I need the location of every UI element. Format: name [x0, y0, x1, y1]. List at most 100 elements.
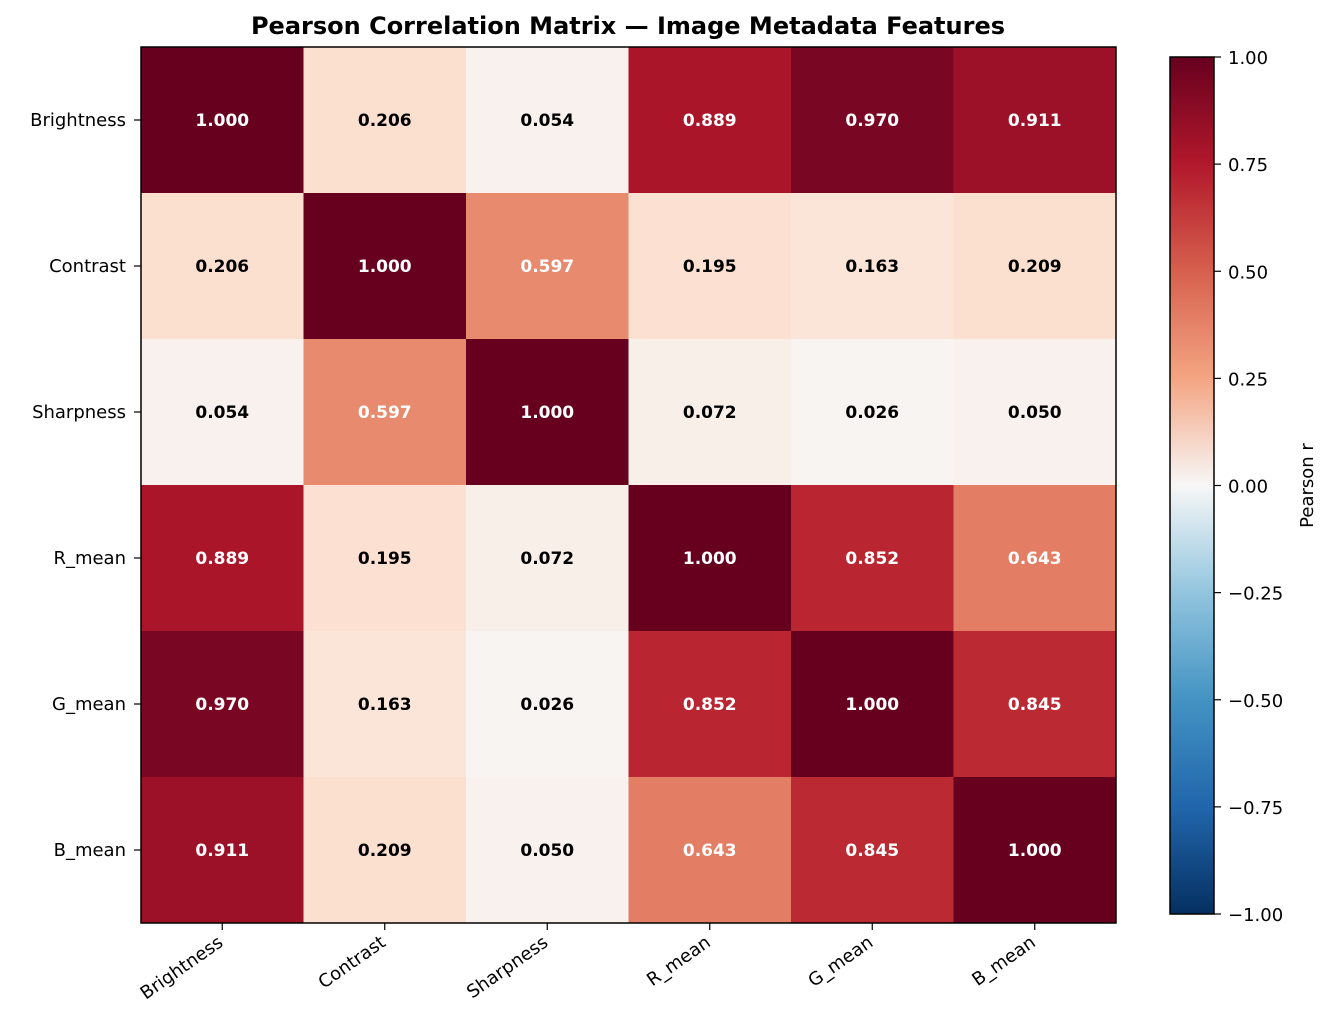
heatmap-cell-labels: 1.000 0.206 0.054 0.889 0.970 0.911 0.206 1.000… — [195, 111, 1061, 861]
heatmap-cell — [303, 193, 467, 340]
heatmap-cell-value: 0.852 — [683, 695, 737, 715]
heatmap-cell-value: 0.845 — [845, 841, 899, 861]
heatmap-cell — [953, 631, 1117, 778]
heatmap-cell — [303, 777, 467, 924]
heatmap-cell — [628, 485, 792, 632]
heatmap-cell-value: 1.000 — [358, 257, 412, 277]
colorbar: 1.00 0.75 0.50 0.25 0.00 −0.25 −0.50 −0.75 −1.00… — [1169, 48, 1318, 926]
colorbar-tick-label: 0.00 — [1228, 477, 1268, 498]
colorbar-tick-label: −0.50 — [1228, 691, 1283, 712]
plot-frame — [140, 46, 1117, 924]
heatmap-cell — [141, 631, 304, 778]
heatmap-cell-value: 0.072 — [683, 403, 737, 423]
heatmap-cell-value: 0.970 — [195, 695, 249, 715]
heatmap-cell — [953, 47, 1117, 194]
heatmap-cell — [303, 485, 467, 632]
heatmap-cell — [303, 47, 467, 194]
heatmap-cell-value: 1.000 — [520, 403, 574, 423]
heatmap-cell — [466, 485, 629, 632]
heatmap-cell-value: 0.206 — [195, 257, 249, 277]
x-tick-label: B_mean — [968, 932, 1039, 991]
x-tick-label: Sharpness — [463, 932, 552, 1003]
heatmap-cell-value: 1.000 — [683, 549, 737, 569]
heatmap-cell — [953, 485, 1117, 632]
heatmap-cell — [953, 193, 1117, 340]
heatmap-cell-value: 0.163 — [845, 257, 899, 277]
heatmap-cell — [953, 339, 1117, 486]
colorbar-label: Pearson r — [1297, 443, 1318, 528]
x-axis: Brightness Contrast Sharpness R_mean G_mean B… — [137, 923, 1040, 1004]
heatmap-cell-value: 0.206 — [358, 111, 412, 131]
heatmap-cell — [141, 339, 304, 486]
y-tick-label: R_mean — [53, 548, 126, 569]
heatmap-cell-value: 0.195 — [683, 257, 737, 277]
heatmap-cell — [141, 47, 304, 194]
heatmap-cell-value: 0.054 — [520, 111, 574, 131]
colorbar-tick-label: 0.50 — [1228, 262, 1268, 283]
x-tick-label: G_mean — [804, 932, 877, 992]
colorbar-gradient — [1169, 56, 1215, 915]
heatmap-cell — [141, 777, 304, 924]
y-tick-label: G_mean — [52, 694, 126, 715]
heatmap-cell-value: 0.163 — [358, 695, 412, 715]
heatmap-cell — [628, 193, 792, 340]
heatmap-cell-value: 0.054 — [195, 403, 249, 423]
y-tick-label: Sharpness — [32, 402, 126, 423]
heatmap-cell — [466, 193, 629, 340]
heatmap-cell — [466, 339, 629, 486]
heatmap-cell — [628, 777, 792, 924]
heatmap-cell-value: 0.597 — [358, 403, 412, 423]
heatmap-cell — [628, 47, 792, 194]
heatmap-cell-value: 0.026 — [520, 695, 574, 715]
y-axis: Brightness Contrast Sharpness R_mean G_mean B… — [30, 110, 141, 861]
heatmap-cell-value: 1.000 — [195, 111, 249, 131]
heatmap-cell-value: 0.050 — [1008, 403, 1062, 423]
heatmap-cell-value: 0.845 — [1008, 695, 1062, 715]
heatmap-cell — [303, 631, 467, 778]
heatmap-cell-value: 0.911 — [195, 841, 249, 861]
chart-title: Pearson Correlation Matrix — Image Metad… — [251, 12, 1005, 40]
heatmap-cell-value: 0.026 — [845, 403, 899, 423]
heatmap-cell — [466, 631, 629, 778]
heatmap-cell — [791, 193, 954, 340]
y-tick-label: Contrast — [49, 256, 126, 277]
heatmap-cell — [791, 47, 954, 194]
y-tick-label: Brightness — [30, 110, 126, 131]
heatmap-cell-value: 0.852 — [845, 549, 899, 569]
heatmap-cell-value: 0.209 — [1008, 257, 1062, 277]
heatmap-cells — [141, 47, 1117, 924]
heatmap-cell-value: 0.597 — [520, 257, 574, 277]
heatmap-cell-value: 0.889 — [195, 549, 249, 569]
heatmap-cell — [141, 485, 304, 632]
y-tick-label: B_mean — [54, 840, 126, 861]
heatmap-cell-value: 0.195 — [358, 549, 412, 569]
heatmap-cell — [791, 485, 954, 632]
heatmap-cell — [628, 631, 792, 778]
heatmap-cell-value: 0.889 — [683, 111, 737, 131]
heatmap-cell-value: 0.050 — [520, 841, 574, 861]
heatmap-cell-value: 0.643 — [1008, 549, 1062, 569]
heatmap-cell — [303, 339, 467, 486]
heatmap-cell-value: 0.643 — [683, 841, 737, 861]
x-tick-label: Contrast — [315, 932, 390, 993]
heatmap-cell — [466, 777, 629, 924]
colorbar-tick-label: 0.75 — [1228, 155, 1268, 176]
x-tick-label: R_mean — [643, 932, 714, 991]
heatmap-cell — [791, 777, 954, 924]
heatmap-cell — [791, 339, 954, 486]
colorbar-tick-label: 0.25 — [1228, 369, 1268, 390]
heatmap-cell — [628, 339, 792, 486]
heatmap-cell-value: 0.911 — [1008, 111, 1062, 131]
heatmap-cell-value: 0.209 — [358, 841, 412, 861]
heatmap-cell-value: 0.072 — [520, 549, 574, 569]
heatmap-cell — [466, 47, 629, 194]
heatmap-cell-value: 1.000 — [1008, 841, 1062, 861]
heatmap-cell — [953, 777, 1117, 924]
colorbar-tick-label: −0.75 — [1228, 798, 1283, 819]
heatmap-cell — [791, 631, 954, 778]
colorbar-tick-label: 1.00 — [1228, 48, 1268, 69]
colorbar-ticks: 1.00 0.75 0.50 0.25 0.00 −0.25 −0.50 −0.75 −1.00 — [1214, 48, 1283, 926]
x-tick-label: Brightness — [137, 932, 228, 1004]
colorbar-tick-label: −0.25 — [1228, 584, 1283, 605]
